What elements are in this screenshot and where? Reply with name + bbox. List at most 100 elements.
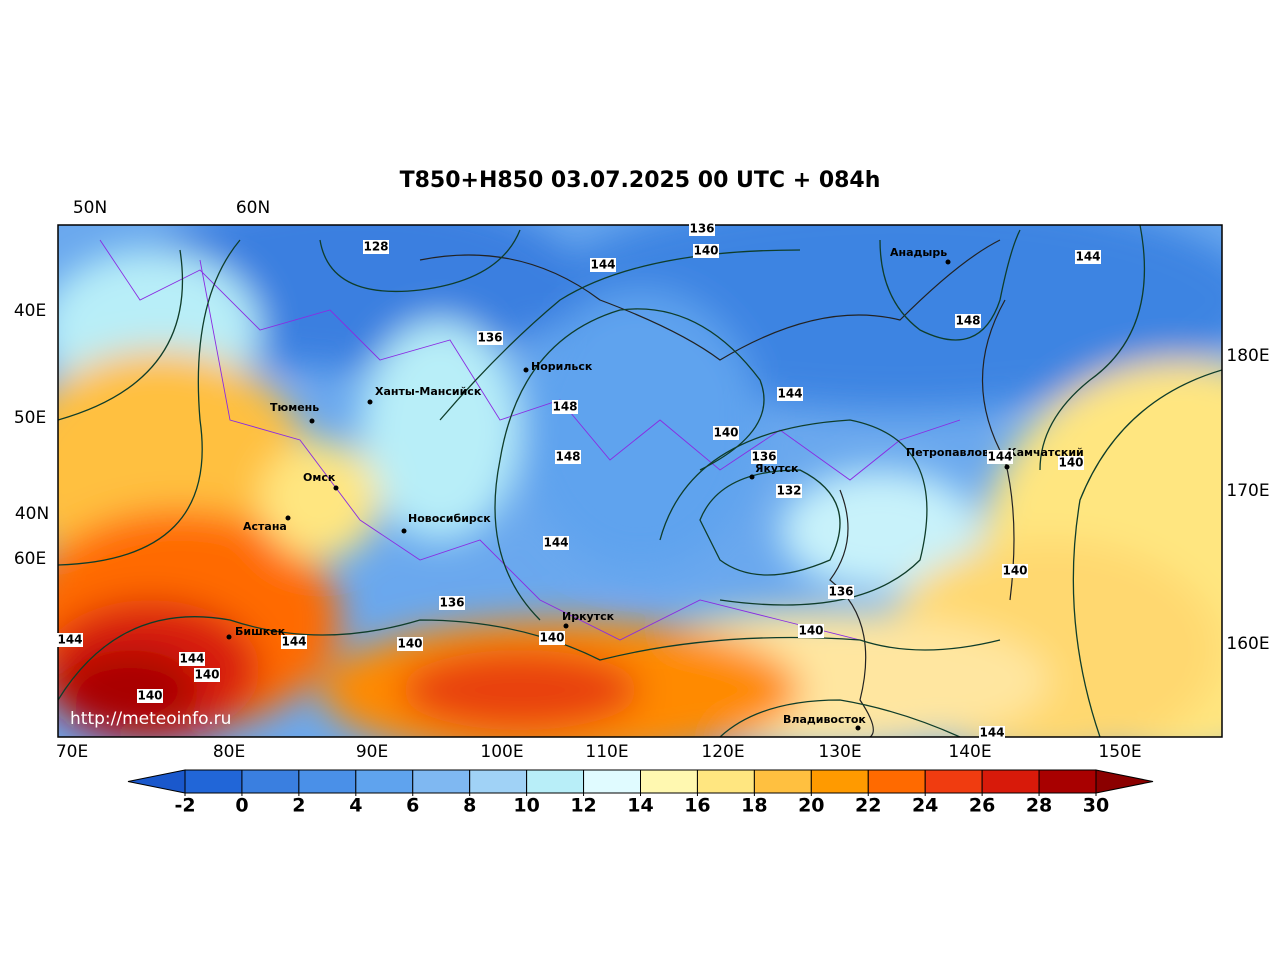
- city-label: Владивосток: [783, 713, 866, 726]
- contour-label: 140: [693, 244, 718, 258]
- colorbar-tick-label: 12: [570, 795, 596, 817]
- contour-label: 136: [751, 450, 776, 464]
- colorbar-bin: [867, 769, 926, 794]
- contour-label: 144: [281, 635, 306, 649]
- contour-label-box: [1075, 250, 1101, 264]
- grid-label: 40E: [14, 301, 46, 321]
- colorbar-bin: [1038, 769, 1097, 794]
- city-dot: [855, 725, 861, 731]
- grid-label: 130E: [818, 742, 861, 762]
- colorbar-bin: [526, 769, 585, 794]
- colorbar-over: [1095, 769, 1154, 794]
- colorbar-bin: [981, 769, 1040, 794]
- grid-label: 100E: [480, 742, 523, 762]
- colorbar-tick-label: 16: [684, 795, 710, 817]
- grid-label: 50E: [14, 408, 46, 428]
- contour-label: 128: [363, 240, 388, 254]
- colorbar-tick-label: 4: [349, 795, 362, 817]
- contour-label: 140: [1002, 564, 1027, 578]
- colorbar-tick-label: 0: [235, 795, 248, 817]
- contour-label-box: [777, 387, 803, 401]
- grid-label: 60N: [236, 198, 270, 218]
- colorbar-bin: [924, 769, 983, 794]
- grid-label: 90E: [356, 742, 388, 762]
- colorbar-bin: [469, 769, 528, 794]
- city-label: Якутск: [755, 462, 799, 475]
- source-url: http://meteoinfo.ru: [70, 709, 231, 729]
- contour-label: 140: [194, 668, 219, 682]
- city-dot: [367, 399, 373, 405]
- contour-label-box: [57, 633, 83, 647]
- city-label: Анадырь: [890, 246, 947, 259]
- contour-label: 140: [539, 631, 564, 645]
- colorbar-tick-label: 22: [855, 795, 881, 817]
- contour-label: 148: [555, 450, 580, 464]
- contour-label-box: [281, 635, 307, 649]
- city-dot: [523, 367, 529, 373]
- contour-label: 136: [689, 222, 714, 236]
- grid-label: 40N: [15, 504, 49, 524]
- map-field: [58, 225, 1222, 737]
- city-label: Норильск: [531, 360, 593, 373]
- contour-label: 140: [798, 624, 823, 638]
- contour-label: 144: [777, 387, 802, 401]
- city-dot: [333, 485, 339, 491]
- contour-label: 140: [137, 689, 162, 703]
- city-dot: [401, 528, 407, 534]
- colorbar-tick-label: 24: [912, 795, 938, 817]
- colorbar-tick-label: 28: [1026, 795, 1052, 817]
- grid-label: 150E: [1098, 742, 1141, 762]
- contour-label-box: [987, 450, 1013, 464]
- contour-label: 136: [828, 585, 853, 599]
- grid-label: 120E: [701, 742, 744, 762]
- colorbar-tick-label: -2: [174, 795, 195, 817]
- city-dot: [749, 474, 755, 480]
- colorbar-bin: [184, 769, 243, 794]
- contour-label-box: [713, 426, 739, 440]
- colorbar-bin: [412, 769, 471, 794]
- contour-label: 140: [1058, 456, 1083, 470]
- contour-label: 148: [552, 400, 577, 414]
- contour-label-box: [689, 222, 715, 236]
- grid-label: 110E: [585, 742, 628, 762]
- grid-label: 60E: [14, 549, 46, 569]
- contour-label-box: [179, 652, 205, 666]
- grid-label: 170E: [1226, 481, 1269, 501]
- city-label: Омск: [303, 471, 336, 484]
- city-dot: [309, 418, 315, 424]
- grid-label: 80E: [213, 742, 245, 762]
- map-title: T850+H850 03.07.2025 00 UTC + 084h: [400, 168, 881, 193]
- colorbar-bin: [696, 769, 755, 794]
- contour-label-box: [979, 726, 1005, 740]
- city-dot: [563, 623, 569, 629]
- contour-label: 140: [397, 637, 422, 651]
- colorbar-tick-label: 26: [969, 795, 995, 817]
- contour-label: 136: [477, 331, 502, 345]
- grid-label: 180E: [1226, 346, 1269, 366]
- contour-label: 132: [776, 484, 801, 498]
- contour-label-box: [828, 585, 854, 599]
- colorbar-tick-label: 6: [406, 795, 419, 817]
- colorbar-tick-label: 8: [463, 795, 476, 817]
- contour-label-box: [776, 484, 802, 498]
- contour-label-box: [1058, 456, 1084, 470]
- city-dot: [285, 515, 291, 521]
- height-contours: [58, 225, 1222, 737]
- contour-label: 144: [1075, 250, 1100, 264]
- colorbar-tick-label: 20: [798, 795, 824, 817]
- contour-label: 144: [987, 450, 1012, 464]
- city-label: Астана: [243, 520, 287, 533]
- city-label: Новосибирск: [408, 512, 491, 525]
- contour-label: 148: [955, 314, 980, 328]
- contour-label-box: [955, 314, 981, 328]
- city-label: Ханты-Мансийск: [375, 385, 482, 398]
- contour-label-box: [477, 331, 503, 345]
- colorbar-tick-label: 10: [513, 795, 539, 817]
- colorbar-bin: [298, 769, 357, 794]
- grid-label: 140E: [948, 742, 991, 762]
- contour-label: 144: [979, 726, 1004, 740]
- city-label: Иркутск: [562, 610, 615, 623]
- colorbar-tick-label: 14: [627, 795, 653, 817]
- city-label: Бишкек: [235, 625, 286, 638]
